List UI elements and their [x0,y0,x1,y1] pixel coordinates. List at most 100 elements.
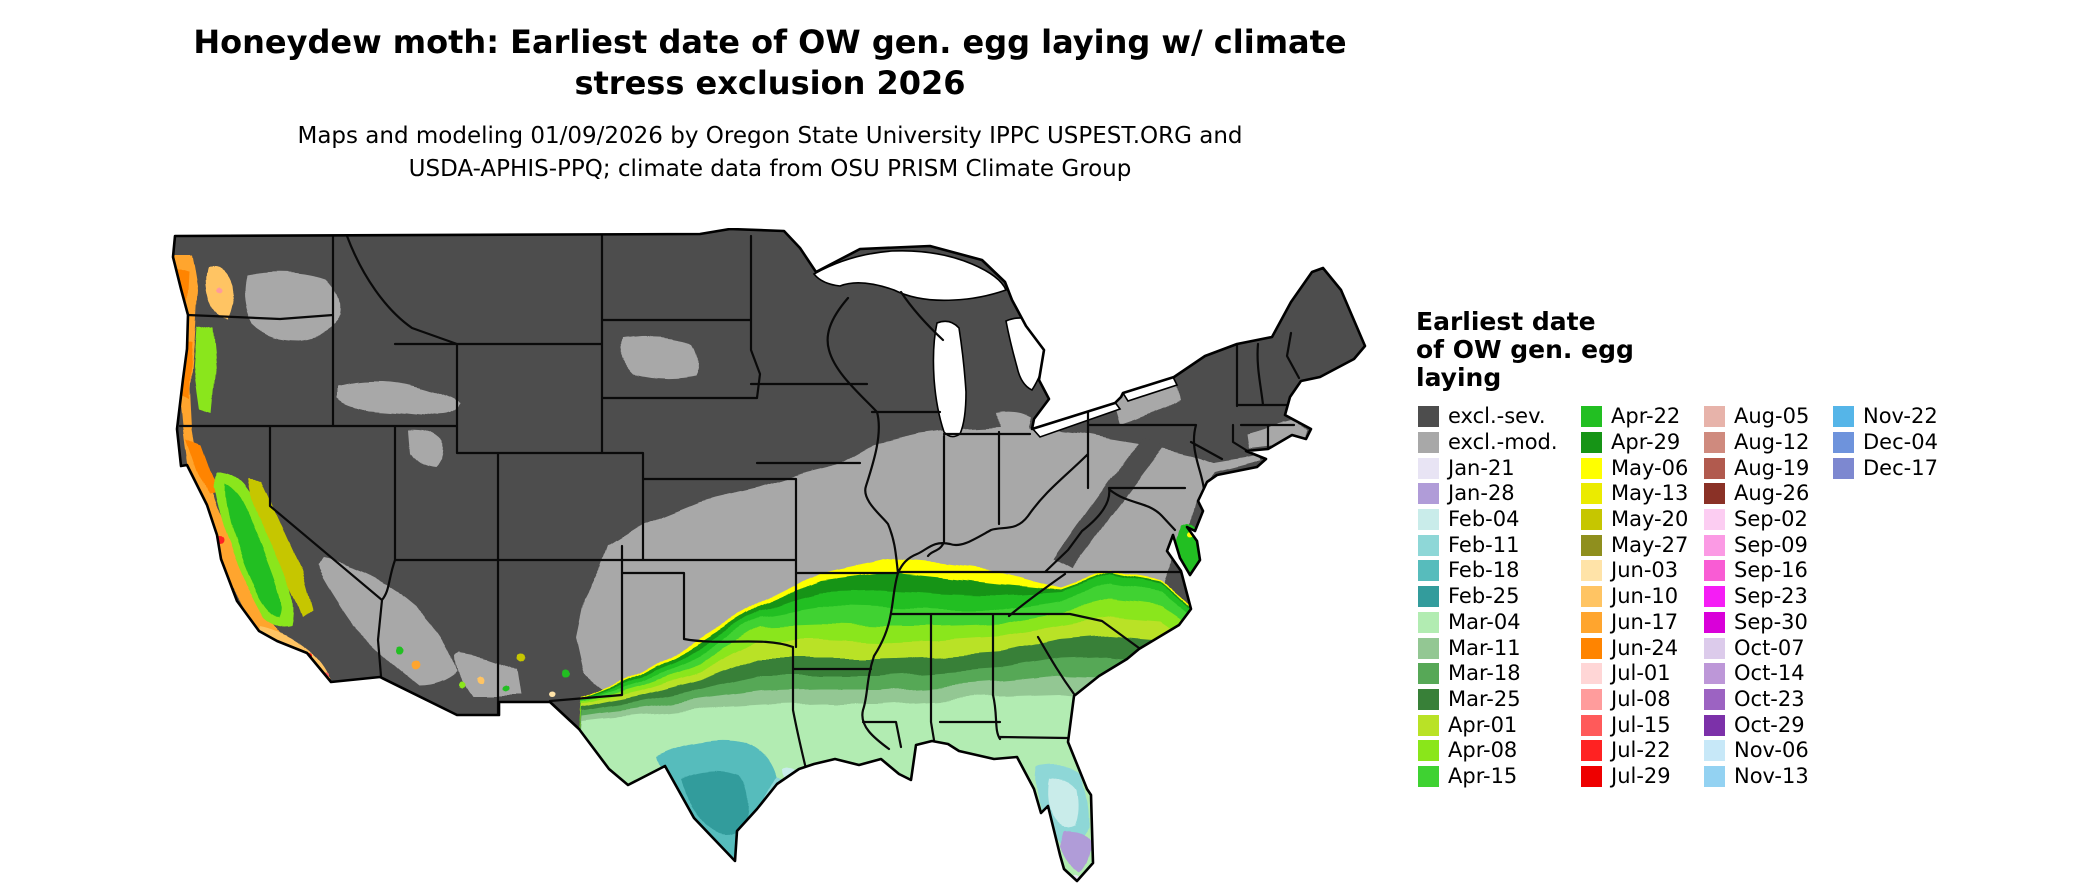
legend-label: Dec-17 [1863,455,1938,480]
legend-swatch [1418,432,1439,454]
legend-label: Dec-04 [1863,430,1938,455]
legend-label: Jul-29 [1611,763,1671,788]
legend-row: Nov-22 [1833,404,1983,430]
legend-label: Nov-06 [1734,738,1809,763]
legend-row: Jul-15 [1581,712,1704,738]
legend-swatch [1833,406,1854,428]
legend-label: Oct-29 [1734,712,1805,737]
legend-label: Jun-10 [1611,584,1679,609]
legend-swatch [1704,483,1725,505]
legend-column-2: Apr-22 Apr-29 May-06 May-13 May-20 May-27 Jun-… [1581,404,1704,789]
legend-row: Dec-04 [1833,430,1983,456]
map-subtitle: Maps and modeling 01/09/2026 by Oregon S… [0,120,1540,186]
legend-row: Feb-18 [1418,558,1581,584]
legend-label: Aug-19 [1734,455,1810,480]
legend-row: May-27 [1581,532,1704,558]
legend-row: Oct-23 [1704,687,1833,713]
legend-label: Apr-08 [1448,738,1518,763]
legend-row: Jul-01 [1581,661,1704,687]
legend-swatch [1704,688,1725,710]
legend-row: excl.-mod. [1418,430,1581,456]
legend-row: Feb-04 [1418,507,1581,533]
legend-swatch [1704,560,1725,582]
legend-row: Nov-06 [1704,738,1833,764]
legend-label: Sep-02 [1734,507,1808,532]
legend-label: Jan-28 [1448,481,1515,506]
legend-swatch [1418,663,1439,685]
map-elpaso-jun03-speck [549,691,555,697]
legend-swatch [1418,457,1439,479]
legend-row: Mar-25 [1418,687,1581,713]
legend-row: Aug-19 [1704,455,1833,481]
legend-swatch [1418,740,1439,762]
legend-swatch [1418,406,1439,428]
map-central-valley-core [224,485,283,619]
legend-label: Aug-12 [1734,430,1810,455]
legend-swatch [1704,637,1725,659]
legend-swatch [1418,688,1439,710]
legend-label: excl.-sev. [1448,404,1546,429]
legend-row: Mar-18 [1418,661,1581,687]
legend-label: Sep-30 [1734,609,1808,634]
map-az-apr08-speck [459,681,465,687]
legend-swatch [1581,663,1602,685]
legend-swatch [1581,534,1602,556]
legend-swatch [1581,765,1602,787]
legend-swatch [1581,483,1602,505]
legend-row: Apr-01 [1418,712,1581,738]
map-title-line2: stress exclusion 2026 [574,64,966,102]
legend-swatch [1418,637,1439,659]
legend-swatch [1704,663,1725,685]
legend-label: Apr-01 [1448,712,1518,737]
legend-swatch [1581,509,1602,531]
legend-title-line3: laying [1416,363,1502,392]
legend-row: Aug-05 [1704,404,1833,430]
legend-swatch [1418,611,1439,633]
legend-label: Jun-03 [1611,558,1679,583]
legend-label: Feb-25 [1448,584,1520,609]
legend-swatch [1581,714,1602,736]
legend-label: Aug-26 [1734,481,1810,506]
legend-row: Oct-29 [1704,712,1833,738]
legend-label: Mar-11 [1448,635,1521,660]
legend-label: Jan-21 [1448,455,1515,480]
map-puget-jul08-speck [218,287,224,293]
legend-label: Oct-23 [1734,686,1805,711]
legend-title: Earliest date of OW gen. egg laying [1416,308,1716,392]
legend-row: May-20 [1581,507,1704,533]
legend-row: Oct-14 [1704,661,1833,687]
legend-column-4: Nov-22 Dec-04 Dec-17 [1833,404,1983,481]
legend-row: Mar-04 [1418,610,1581,636]
legend-swatch [1704,509,1725,531]
legend-row: Apr-08 [1418,738,1581,764]
legend-row: Mar-11 [1418,635,1581,661]
legend-row: Jun-24 [1581,635,1704,661]
legend-label: Apr-22 [1611,404,1681,429]
legend-row: Jan-21 [1418,455,1581,481]
legend-label: Jul-01 [1611,661,1671,686]
legend-label: May-20 [1611,507,1689,532]
legend-row: Jun-10 [1581,584,1704,610]
map-sierra-foothills [248,480,313,617]
map-appalachian-ridge [1054,438,1164,568]
map-colorado-river-apr22-speck [394,645,402,653]
legend-label: Jul-22 [1611,738,1671,763]
legend-swatch [1418,765,1439,787]
legend-column-1: excl.-sev. excl.-mod. Jan-21 Jan-28 Feb-04 Fe… [1418,404,1581,789]
legend-swatch [1418,586,1439,608]
legend-swatch [1418,714,1439,736]
legend-swatch [1581,457,1602,479]
legend-label: May-27 [1611,532,1689,557]
legend-row: Oct-07 [1704,635,1833,661]
us-map-svg [171,227,1367,883]
legend-swatch [1581,560,1602,582]
legend-label: Feb-18 [1448,558,1520,583]
legend-swatch [1704,714,1725,736]
map-title: Honeydew moth: Earliest date of OW gen. … [0,22,1540,104]
legend-label: Jul-08 [1611,686,1671,711]
legend-row: Apr-29 [1581,430,1704,456]
map-pacific-coast-jun17 [173,254,331,683]
legend-label: Sep-09 [1734,532,1808,557]
legend-swatch [1704,534,1725,556]
